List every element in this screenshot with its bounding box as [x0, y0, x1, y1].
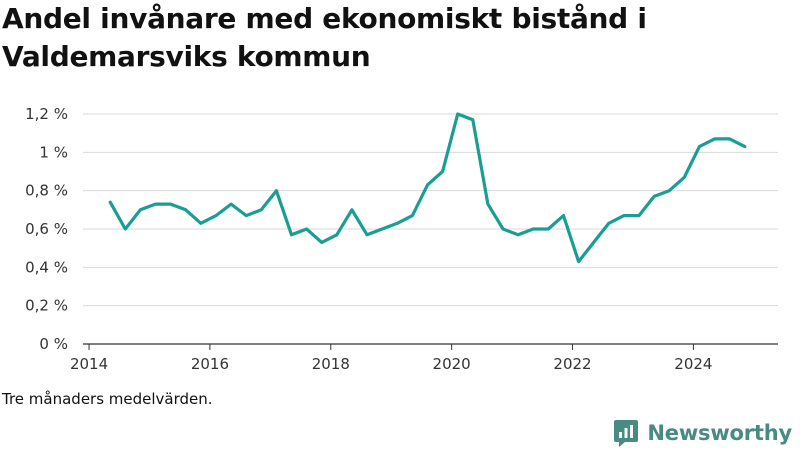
newsworthy-logo[interactable]: Newsworthy	[613, 418, 792, 448]
y-tick-label: 0 %	[39, 335, 68, 353]
y-tick-label: 0,4 %	[25, 258, 68, 276]
y-tick-label: 0,2 %	[25, 297, 68, 315]
chart-title-line-1: Andel invånare med ekonomiskt bistånd i	[2, 2, 647, 35]
brand-name: Newsworthy	[647, 421, 792, 445]
newsworthy-logo-icon	[614, 420, 639, 447]
x-tick-label: 2024	[674, 355, 712, 373]
x-tick-label: 2014	[70, 355, 108, 373]
x-tick-label: 2020	[433, 355, 471, 373]
chart-title-line-2: Valdemarsviks kommun	[2, 40, 371, 73]
x-axis: 2014 2016 2018 2020 2022 2024	[70, 343, 778, 373]
series-layer	[108, 112, 747, 264]
y-tick-label: 1 %	[39, 143, 68, 161]
series-line	[108, 112, 747, 264]
x-tick-label: 2016	[191, 355, 229, 373]
x-tick-label: 2018	[312, 355, 350, 373]
grid-lines	[83, 113, 778, 307]
y-tick-label: 0,8 %	[25, 182, 68, 200]
x-tick-label: 2022	[553, 355, 591, 373]
y-axis-tick-labels: 0 % 0,2 % 0,4 % 0,6 % 0,8 % 1 % 1,2 %	[25, 105, 68, 353]
chart-title: Andel invånare med ekonomiskt bistånd i …	[2, 0, 702, 76]
y-tick-label: 1,2 %	[25, 105, 68, 123]
y-tick-label: 0,6 %	[25, 220, 68, 238]
footnote: Tre månaders medelvärden.	[2, 390, 213, 408]
